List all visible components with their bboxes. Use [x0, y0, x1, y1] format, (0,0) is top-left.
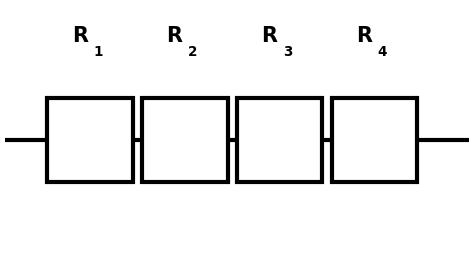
Text: 3: 3 [283, 45, 292, 59]
Text: R: R [262, 26, 277, 46]
Bar [142, 98, 228, 182]
Bar [237, 98, 322, 182]
Bar [332, 98, 417, 182]
Text: R: R [356, 26, 372, 46]
Text: 4: 4 [378, 45, 387, 59]
Bar [47, 98, 133, 182]
Text: R: R [167, 26, 182, 46]
Text: 1: 1 [93, 45, 102, 59]
Text: 2: 2 [188, 45, 197, 59]
Text: R: R [72, 26, 88, 46]
